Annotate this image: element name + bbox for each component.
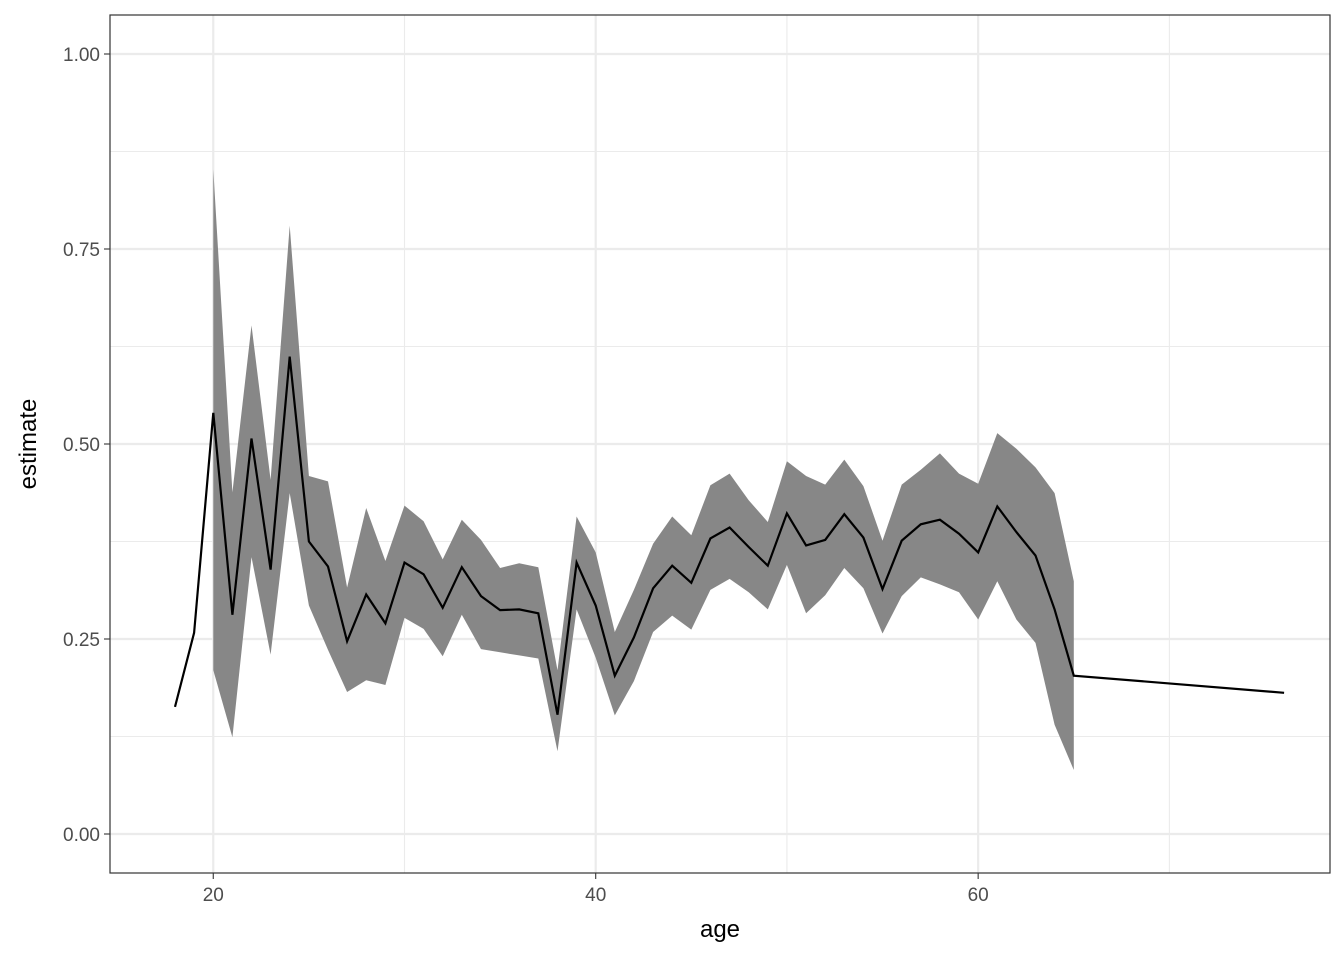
confidence-ribbon [213, 169, 1074, 770]
y-tick-label: 0.00 [63, 825, 100, 846]
x-tick-label: 60 [968, 885, 989, 906]
x-tick-label: 40 [585, 885, 606, 906]
y-tick-label: 0.25 [63, 630, 100, 651]
estimate-line [173, 356, 1285, 715]
y-axis: 0.00 0.25 0.50 0.75 1.00 [63, 45, 110, 846]
y-tick-label: 1.00 [63, 45, 100, 66]
x-axis: 20 40 60 [203, 873, 989, 906]
x-axis-title: age [700, 916, 740, 943]
y-axis-title: estimate [15, 399, 42, 490]
major-gridlines [110, 15, 1330, 873]
y-tick-label: 0.50 [63, 435, 100, 456]
y-tick-label: 0.75 [63, 240, 100, 261]
x-tick-label: 20 [203, 885, 224, 906]
